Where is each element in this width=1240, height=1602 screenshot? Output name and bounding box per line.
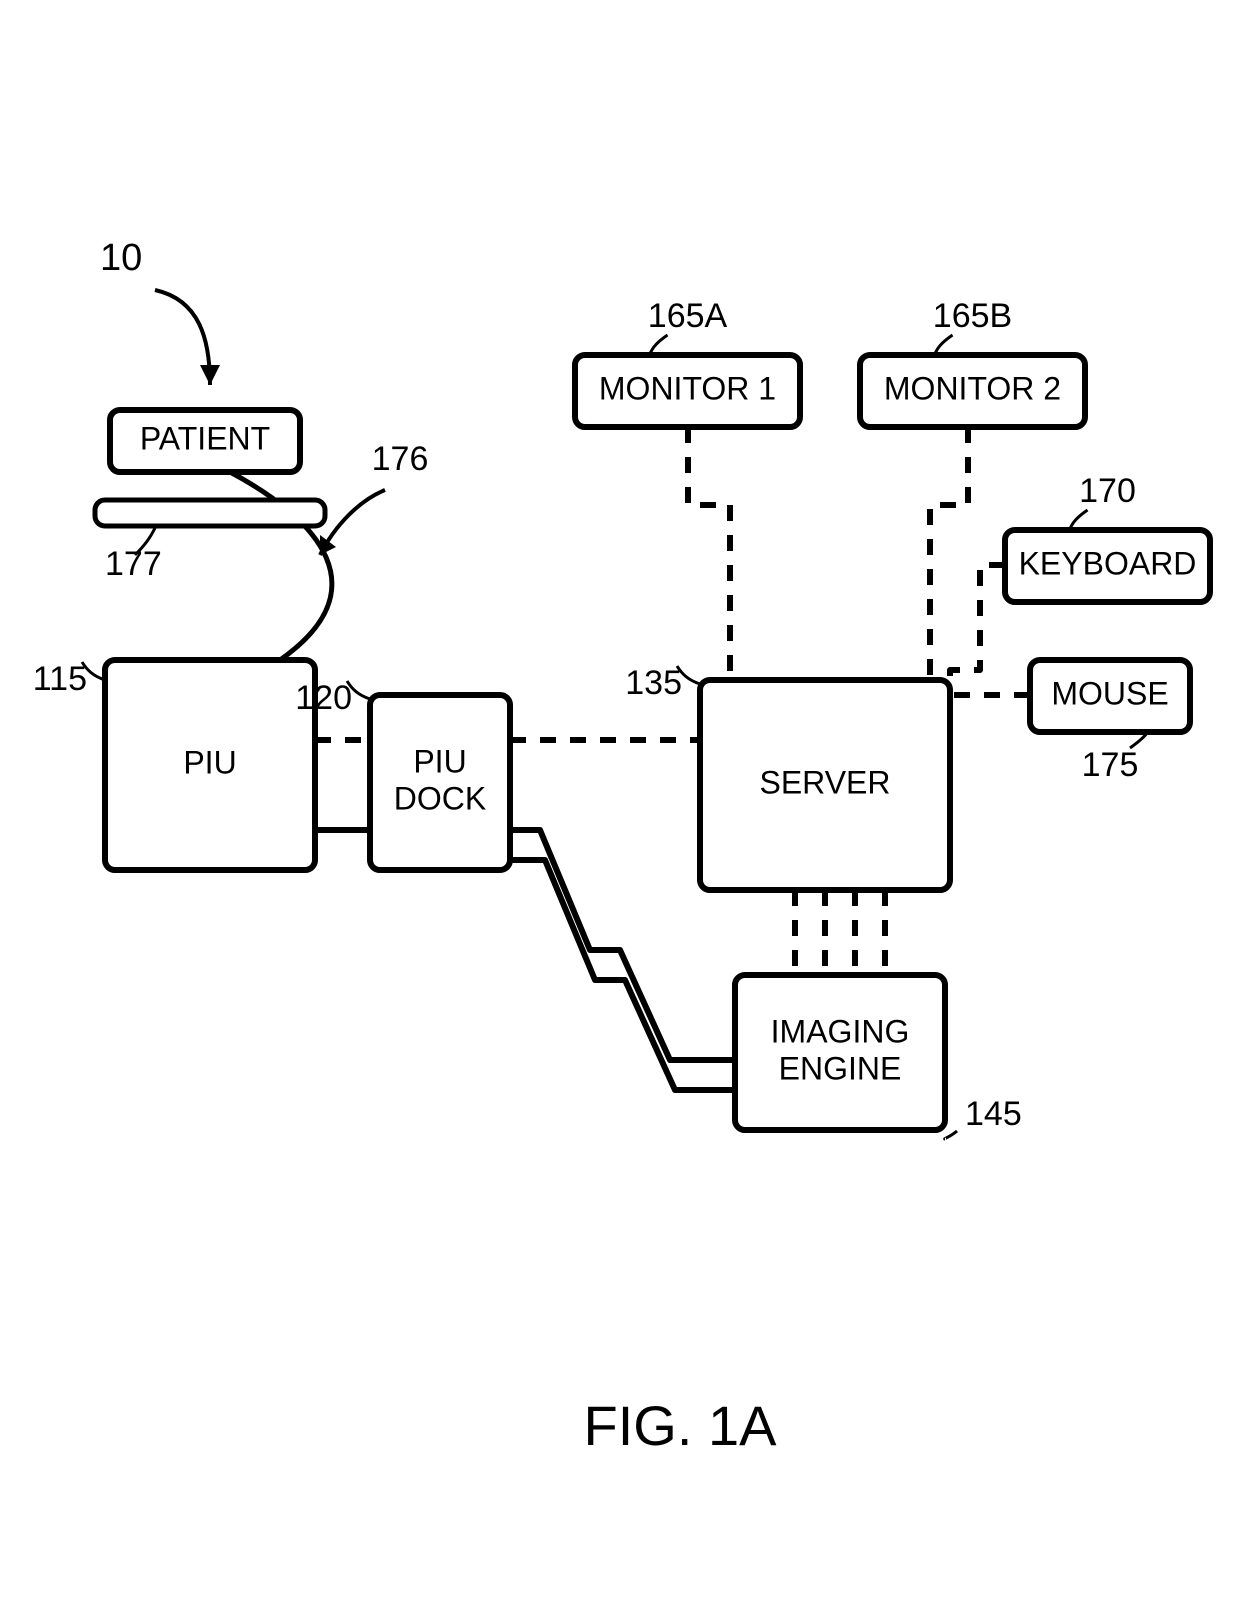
node-patient-label: PATIENT	[140, 420, 270, 456]
node-engine-label: IMAGING	[771, 1014, 910, 1050]
node-piudock-label: PIU	[413, 744, 466, 780]
node-mon1-label: MONITOR 1	[599, 370, 776, 406]
figure-label: FIG. 1A	[584, 1394, 778, 1457]
ref-120: 120	[295, 679, 352, 717]
ref-135: 135	[625, 664, 682, 702]
ref-115: 115	[33, 660, 87, 698]
block-diagram: 17610177PATIENTPIU115PIUDOCK120SERVER135…	[0, 0, 1240, 1602]
node-piu: PIU	[105, 660, 315, 870]
node-patient: PATIENT	[110, 410, 300, 472]
node-mon2: MONITOR 2	[860, 355, 1085, 427]
node-mon1: MONITOR 1	[575, 355, 800, 427]
ref-175: 175	[1082, 746, 1139, 784]
ref-165A: 165A	[648, 297, 728, 335]
ref-145: 145	[965, 1095, 1022, 1133]
node-engine: IMAGINGENGINE	[735, 975, 945, 1130]
node-mouse: MOUSE	[1030, 660, 1190, 732]
node-server-label: SERVER	[759, 764, 890, 800]
node-mon2-label: MONITOR 2	[884, 370, 1061, 406]
node-mouse-label: MOUSE	[1051, 675, 1168, 711]
node-piu-label: PIU	[183, 744, 236, 780]
ref-177: 177	[105, 545, 162, 583]
node-piudock-label: DOCK	[394, 780, 486, 816]
node-keyboard-label: KEYBOARD	[1019, 545, 1197, 581]
ref-165B: 165B	[933, 297, 1012, 335]
node-server: SERVER	[700, 680, 950, 890]
ref-176: 176	[372, 440, 429, 478]
node-piudock: PIUDOCK	[370, 695, 510, 870]
node-keyboard: KEYBOARD	[1005, 530, 1210, 602]
ref-170: 170	[1079, 472, 1136, 510]
node-engine-label: ENGINE	[779, 1050, 902, 1086]
ref-10: 10	[100, 237, 142, 279]
patient-bed	[95, 500, 325, 526]
